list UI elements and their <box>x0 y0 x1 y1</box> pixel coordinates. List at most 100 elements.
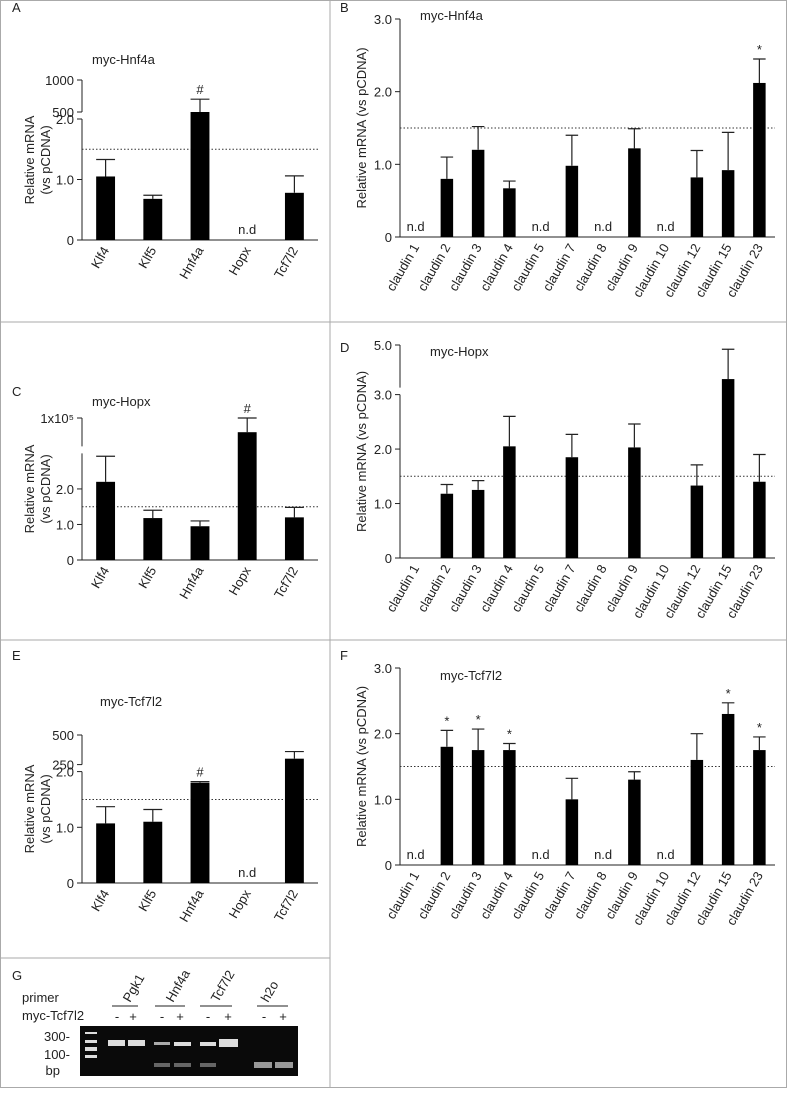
x-tick-label: Klf5 <box>135 887 159 914</box>
band <box>219 1039 238 1047</box>
gel-panel: G primer myc-Tcf7l2 Pgk1 Hnf4a Tcf7l2 h2… <box>12 966 298 1078</box>
error-bar <box>753 736 766 751</box>
size-label: 100- <box>44 1047 70 1062</box>
bar <box>503 188 516 237</box>
y-tick-label: 2.0 <box>374 85 392 100</box>
panel-letter: A <box>12 0 21 15</box>
annotation: # <box>196 82 204 97</box>
y-tick-label: 1.0 <box>374 792 392 807</box>
chart-title: myc-Tcf7l2 <box>100 694 162 709</box>
band <box>174 1042 191 1046</box>
bar <box>721 713 735 865</box>
bar <box>284 192 304 240</box>
bar <box>628 148 641 237</box>
band <box>200 1042 216 1046</box>
bar <box>440 746 454 865</box>
x-tick-label: Klf4 <box>88 564 112 591</box>
error-bar <box>721 348 735 380</box>
ladder-band <box>85 1040 97 1043</box>
band <box>154 1042 170 1045</box>
bar <box>440 493 454 558</box>
sign: - <box>262 1009 266 1024</box>
ladder-band <box>85 1032 97 1034</box>
chart-title: myc-Hnf4a <box>420 8 484 23</box>
error-bar <box>753 453 766 482</box>
y-tick-label: 1.0 <box>374 497 392 512</box>
bar <box>628 447 641 558</box>
y-tick-label: 1.0 <box>56 820 74 835</box>
bar <box>440 178 454 237</box>
y-axis-label: Relative mRNA <box>22 444 37 533</box>
error-bar <box>690 149 704 178</box>
bar <box>471 750 485 865</box>
bar <box>96 823 116 883</box>
y-axis-label: Relative mRNA (vs pCDNA) <box>354 686 369 847</box>
sign: + <box>224 1009 232 1024</box>
y-tick-label: 0 <box>385 551 392 566</box>
chart-title: myc-Tcf7l2 <box>440 668 502 683</box>
x-tick-label: Hopx <box>226 564 254 598</box>
bar <box>284 517 304 560</box>
lane-label: Pgk1 <box>120 971 148 1004</box>
chart-title: myc-Hopx <box>430 344 489 359</box>
y-tick-label: 250 <box>52 758 74 773</box>
y-tick-label: 2.0 <box>374 442 392 457</box>
x-tick-label: Tcf7l2 <box>271 244 301 281</box>
sign: - <box>160 1009 164 1024</box>
sign: + <box>279 1009 287 1024</box>
panel-letter: G <box>12 968 22 983</box>
chart-title: myc-Hopx <box>92 394 151 409</box>
bar <box>143 198 163 240</box>
error-bar <box>96 455 116 482</box>
error-bar <box>440 729 454 747</box>
y-tick-label: 3.0 <box>374 661 392 676</box>
error-bar <box>143 509 163 519</box>
bar <box>471 149 485 237</box>
band <box>275 1062 293 1068</box>
size-label: 300- <box>44 1029 70 1044</box>
bar <box>284 758 304 883</box>
error-bar <box>628 423 641 448</box>
bar <box>143 821 163 883</box>
error-bar <box>96 806 116 824</box>
y-tick-label: 5.0 <box>374 338 392 353</box>
primer-label: primer <box>22 990 60 1005</box>
x-tick-label: Hopx <box>226 887 254 921</box>
bar <box>503 750 516 865</box>
y-axis-label: (vs pCDNA) <box>38 774 53 843</box>
error-bar <box>503 180 516 189</box>
y-axis-label: (vs pCDNA) <box>38 454 53 523</box>
x-tick-label: Hopx <box>226 244 254 278</box>
bar <box>190 526 210 560</box>
error-bar <box>690 733 704 760</box>
error-bar <box>471 728 485 751</box>
ladder-band <box>85 1055 97 1058</box>
bar <box>190 112 210 240</box>
sign: - <box>115 1009 119 1024</box>
x-tick-label: Hnf4a <box>176 563 207 601</box>
annotation: * <box>757 42 762 57</box>
band <box>128 1040 145 1046</box>
annotation: n.d <box>407 219 425 234</box>
panel-letter: F <box>340 648 348 663</box>
bar <box>721 379 735 558</box>
bar <box>628 779 641 865</box>
x-tick-label: Hnf4a <box>176 886 207 924</box>
y-axis-label: Relative mRNA (vs pCDNA) <box>354 47 369 208</box>
error-bar <box>190 98 210 112</box>
panel-letter: C <box>12 384 21 399</box>
error-bar <box>565 134 579 166</box>
sign: + <box>176 1009 184 1024</box>
x-tick-label: Klf4 <box>88 244 112 271</box>
y-tick-label: 1000 <box>45 73 74 88</box>
error-bar <box>565 777 579 800</box>
error-bar <box>753 58 766 83</box>
error-bar <box>440 483 454 494</box>
error-bar <box>143 194 163 199</box>
bar <box>753 481 766 558</box>
y-tick-label: 3.0 <box>374 388 392 403</box>
lane-label: Hnf4a <box>163 966 194 1004</box>
error-bar <box>690 464 704 486</box>
